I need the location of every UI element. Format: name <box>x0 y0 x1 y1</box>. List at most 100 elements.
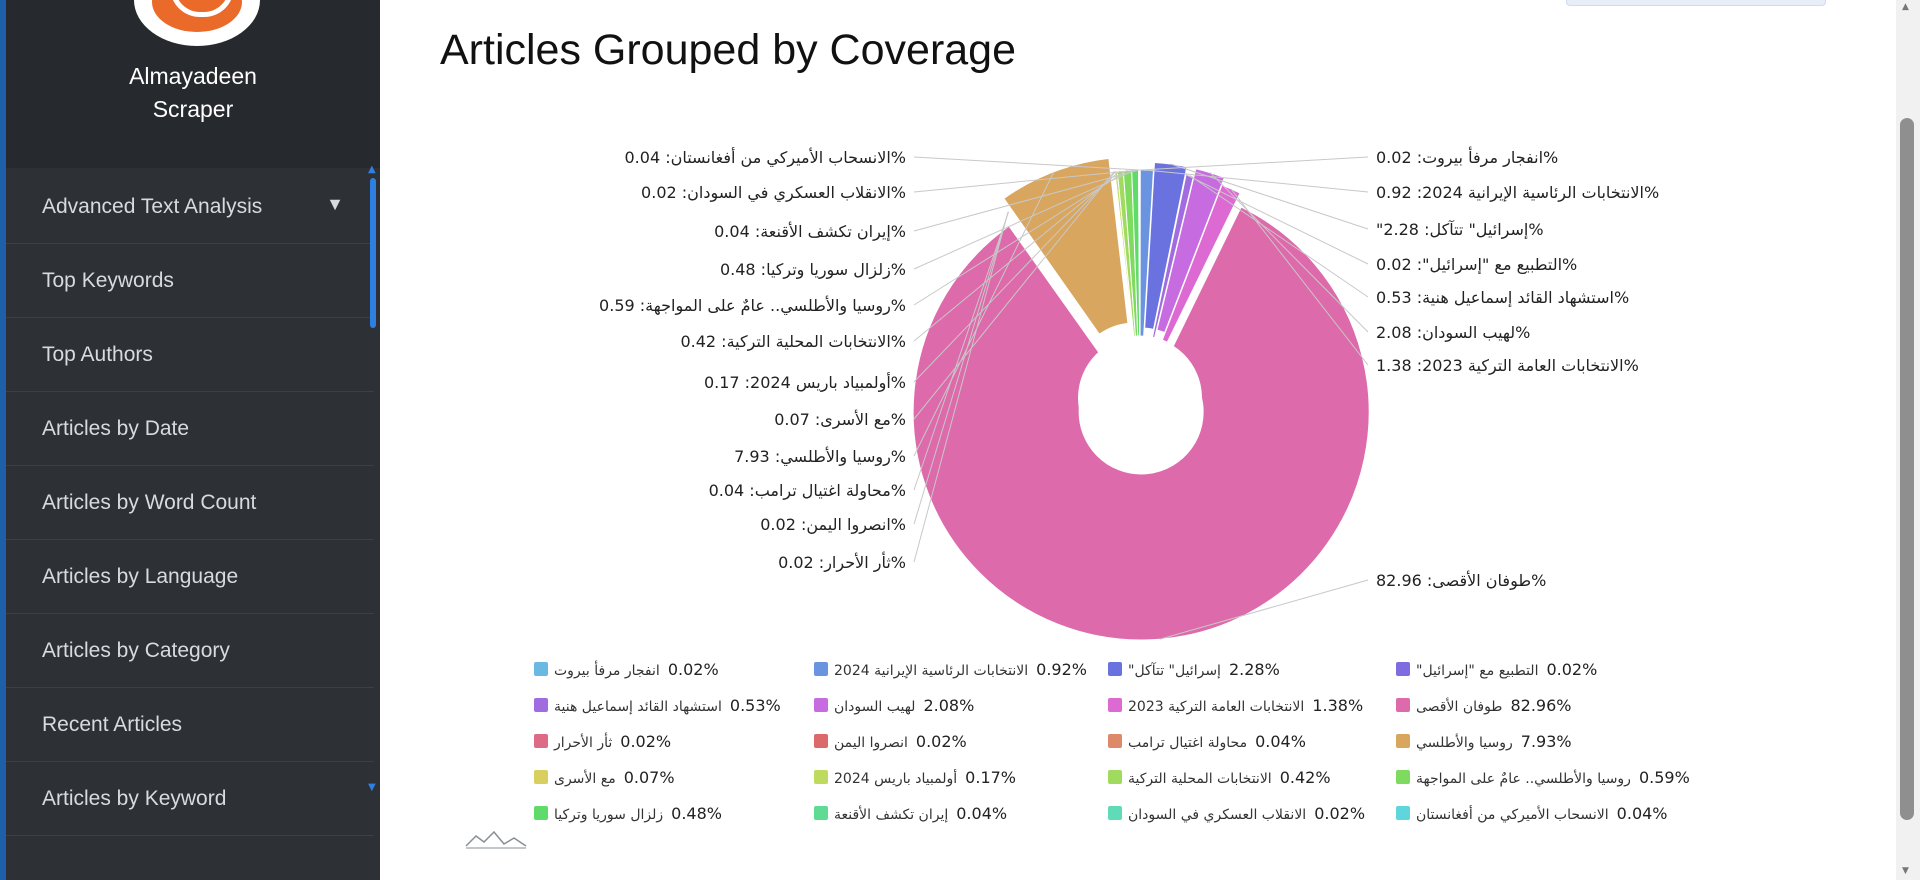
data-label-16: %روسيا والأطلسي.. عامٌ على المواجهة: 0.5… <box>599 295 906 316</box>
legend-label-9[interactable]: ثأر الأحرار <box>553 732 612 751</box>
leader-line-1 <box>1140 156 1369 171</box>
legend-label-11[interactable]: محاولة اغتيال ترامب <box>1128 735 1247 751</box>
legend-label-6[interactable]: لهيب السودان <box>834 699 915 715</box>
legend-swatch-5[interactable] <box>534 698 548 712</box>
data-label-9: %ثأر الأحرار: 0.02 <box>778 551 906 573</box>
legend-value-13: 0.07% <box>624 768 675 787</box>
legend-swatch-8[interactable] <box>1396 698 1410 712</box>
legend-swatch-19[interactable] <box>1108 806 1122 820</box>
legend-label-13[interactable]: مع الأسرى <box>554 769 616 787</box>
legend-label-16[interactable]: روسيا والأطلسي.. عامٌ على المواجهة <box>1416 769 1631 787</box>
sidebar-scroll-thumb[interactable] <box>370 178 376 328</box>
legend-swatch-18[interactable] <box>814 806 828 820</box>
window-frame-edge <box>0 0 6 880</box>
slice-6[interactable] <box>1156 168 1225 334</box>
legend-swatch-9[interactable] <box>534 734 548 748</box>
legend-swatch-14[interactable] <box>814 770 828 784</box>
legend-swatch-1[interactable] <box>534 662 548 676</box>
page-scroll-thumb[interactable] <box>1900 118 1914 820</box>
legend-swatch-7[interactable] <box>1108 698 1122 712</box>
legend-swatch-15[interactable] <box>1108 770 1122 784</box>
sidebar-item-label: Articles by Keyword <box>42 786 227 810</box>
chart-leader-lines <box>913 156 1369 640</box>
legend-label-1[interactable]: انفجار مرفأ بيروت <box>554 660 660 679</box>
legend-swatch-17[interactable] <box>534 806 548 820</box>
sidebar-nav: Advanced Text Analysis ▼ Top Keywords To… <box>6 170 374 836</box>
legend-label-2[interactable]: الانتخابات الرئاسية الإيرانية 2024 <box>834 663 1028 679</box>
legend-label-12[interactable]: روسيا والأطلسي <box>1416 733 1513 751</box>
chart-slices <box>912 157 1370 641</box>
donut-hole <box>1078 336 1202 460</box>
sidebar-item-articles-by-keyword[interactable]: Articles by Keyword <box>6 762 374 836</box>
top-search-bar[interactable] <box>1566 0 1826 6</box>
legend-swatch-3[interactable] <box>1108 662 1122 676</box>
leader-line-4 <box>1185 174 1369 265</box>
legend-value-3: 2.28% <box>1229 660 1280 679</box>
leader-line-13 <box>913 171 1115 420</box>
scroll-down-arrow-icon[interactable]: ▼ <box>1902 866 1909 876</box>
legend-label-5[interactable]: استشهاد القائد إسماعيل هنية <box>554 699 722 715</box>
data-label-18: %إيران تكشف الأقنعة: 0.04 <box>714 221 906 242</box>
legend-label-17[interactable]: زلزال سوريا وتركيا <box>554 807 663 823</box>
legend-label-10[interactable]: انصروا اليمن <box>834 735 908 751</box>
slice-20[interactable] <box>1138 169 1141 337</box>
sidebar-item-top-keywords[interactable]: Top Keywords <box>6 244 374 318</box>
slice-3[interactable] <box>1144 161 1188 330</box>
legend-label-15[interactable]: الانتخابات المحلية التركية <box>1128 771 1272 787</box>
data-label-15: %الانتخابات المحلية التركية: 0.42 <box>680 332 906 352</box>
legend-swatch-13[interactable] <box>534 770 548 784</box>
legend-value-18: 0.04% <box>956 804 1007 823</box>
sidebar-item-label: Articles by Category <box>42 638 230 662</box>
legend-label-7[interactable]: الانتخابات العامة التركية 2023 <box>1128 699 1304 715</box>
leader-line-6 <box>1209 172 1369 333</box>
legend-label-3[interactable]: إسرائيل" تتآكل" <box>1128 662 1221 679</box>
legend-swatch-2[interactable] <box>814 662 828 676</box>
legend-value-7: 1.38% <box>1312 696 1363 715</box>
legend-label-14[interactable]: أولمبياد باريس 2024 <box>834 769 957 787</box>
legend-swatch-6[interactable] <box>814 698 828 712</box>
legend-value-5: 0.53% <box>730 696 781 715</box>
legend-label-19[interactable]: الانقلاب العسكري في السودان <box>1128 807 1306 823</box>
legend-swatch-11[interactable] <box>1108 734 1122 748</box>
legend-value-9: 0.02% <box>620 732 671 751</box>
sidebar-item-recent-articles[interactable]: Recent Articles <box>6 688 374 762</box>
legend-swatch-12[interactable] <box>1396 734 1410 748</box>
leader-line-3 <box>1170 163 1369 230</box>
scroll-up-arrow-icon[interactable]: ▲ <box>368 164 376 175</box>
legend-label-4[interactable]: التطبيع مع "إسرائيل" <box>1416 663 1538 679</box>
legend-label-8[interactable]: طوفان الأقصى <box>1416 697 1502 715</box>
sidebar-item-articles-by-language[interactable]: Articles by Language <box>6 540 374 614</box>
sidebar-scrollbar[interactable]: ▲ ▼ <box>368 164 378 798</box>
sidebar-item-advanced-text-analysis[interactable]: Advanced Text Analysis ▼ <box>6 170 374 244</box>
sidebar: Almayadeen Scraper Advanced Text Analysi… <box>6 0 380 880</box>
sidebar-item-top-authors[interactable]: Top Authors <box>6 318 374 392</box>
sidebar-item-articles-by-word-count[interactable]: Articles by Word Count <box>6 466 374 540</box>
sidebar-item-label: Articles by Date <box>42 416 190 440</box>
data-label-20: %الانسحاب الأميركي من أفغانستان: 0.04 <box>625 147 907 168</box>
legend-value-15: 0.42% <box>1280 768 1331 787</box>
chevron-down-icon[interactable]: ▼ <box>326 194 344 214</box>
scroll-up-arrow-icon[interactable]: ▲ <box>1902 2 1909 12</box>
legend-label-18[interactable]: إيران تكشف الأقنعة <box>834 805 948 823</box>
data-label-6: %لهيب السودان: 2.08 <box>1376 323 1530 343</box>
data-label-17: %زلزال سوريا وتركيا: 0.48 <box>720 260 906 280</box>
legend-swatch-20[interactable] <box>1396 806 1410 820</box>
slice-12[interactable] <box>1003 157 1129 335</box>
scroll-down-arrow-icon[interactable]: ▼ <box>368 782 376 793</box>
legend-swatch-4[interactable] <box>1396 662 1410 676</box>
leader-line-10 <box>913 211 1009 525</box>
legend-value-16: 0.59% <box>1639 768 1690 787</box>
legend-value-2: 0.92% <box>1036 660 1087 679</box>
leader-line-20 <box>913 156 1140 171</box>
sidebar-item-articles-by-date[interactable]: Articles by Date <box>6 392 374 466</box>
legend-value-19: 0.02% <box>1314 804 1365 823</box>
data-label-7: %الانتخابات العامة التركية 2023: 1.38 <box>1376 356 1639 376</box>
legend-swatch-16[interactable] <box>1396 770 1410 784</box>
leader-line-17 <box>913 169 1136 270</box>
data-label-13: %مع الأسرى: 0.07 <box>774 409 906 430</box>
sidebar-item-articles-by-category[interactable]: Articles by Category <box>6 614 374 688</box>
legend-label-20[interactable]: الانسحاب الأميركي من أفغانستان <box>1416 805 1609 823</box>
legend-value-10: 0.02% <box>916 732 967 751</box>
legend-swatch-10[interactable] <box>814 734 828 748</box>
page-scrollbar[interactable]: ▲ ▼ <box>1896 0 1920 880</box>
